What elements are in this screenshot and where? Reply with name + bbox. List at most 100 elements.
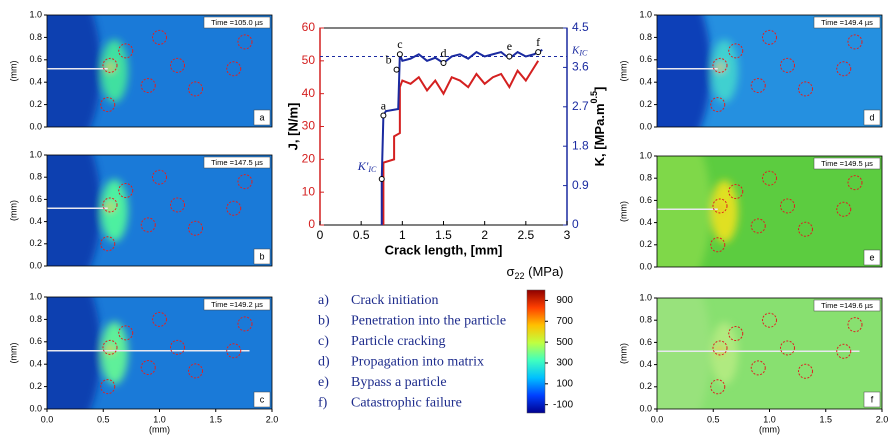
panel-letter-box [253,109,271,126]
y-axis-label: (mm) [8,61,18,82]
particle [188,220,203,236]
y2-tick-label: 3.6 [572,60,589,74]
y-axis-label: (mm) [8,343,18,364]
time-box [813,299,881,312]
field-blur [657,15,738,127]
particle [152,311,167,327]
field-blur [657,298,738,409]
field-hot [716,63,724,72]
colorbar-tick-label: 100 [556,378,573,389]
particle [836,61,852,77]
field-region [657,298,711,409]
annotation: K′IC [357,159,377,174]
y-tick-label: 0.8 [639,315,652,325]
contour-field [47,297,272,409]
y-tick-label: 1.0 [639,9,652,19]
field-hot [106,203,114,212]
panel-letter: c [260,394,265,404]
note-label: d) [318,355,330,370]
field-hot [716,204,724,213]
y-tick-label: 0.0 [639,403,652,413]
contour-field [657,156,882,267]
y-tick-label: 10 [302,184,316,198]
y-tick-label: 0.8 [639,32,652,42]
particle [100,379,116,395]
field-hot [106,63,114,72]
annotation-marker [440,60,447,67]
x-tick-label: 0.5 [353,228,370,242]
time-label: Time =149.4 µs [821,18,873,27]
particle [118,325,134,341]
x-tick-label: 1 [399,228,406,242]
time-box [203,156,271,169]
y-tick-label: 0.4 [29,216,42,226]
particle [118,43,134,59]
y-tick-label: 0.6 [639,54,652,64]
particle [100,236,116,252]
y-tick-label: 30 [302,119,316,133]
particle [762,312,777,328]
annotation-marker [380,112,387,119]
annotation-sub: IC [367,165,377,174]
x-axis-label: (mm) [149,424,170,434]
particle [780,198,795,214]
particle [237,174,253,190]
particle [728,184,744,200]
y-tick-label: 0.8 [639,173,652,183]
y2-label-tail: ] [592,87,607,91]
contour-field [47,15,272,127]
time-label: Time =147.5 µs [211,158,263,167]
y-tick-label: 0.4 [639,359,652,369]
x-tick-label: 1.5 [819,414,832,424]
y-tick-label: 1.0 [29,9,42,19]
y2-tick-label: 2.7 [572,99,589,113]
time-label: Time =105.0 µs [211,18,263,27]
field-region [101,179,128,242]
annotation-marker [535,49,542,56]
y-tick-label: 0.8 [29,314,42,324]
y-tick-label: 0.0 [29,260,42,270]
time-box [813,16,881,29]
panel-letter: e [869,252,874,262]
x-tick-label: 0.0 [41,414,54,424]
particle [188,363,203,379]
particle [226,61,242,77]
colorbar-tick-label: 500 [556,337,573,348]
y-tick-label: 0.6 [639,337,652,347]
particle [188,81,203,97]
field-region [47,15,101,127]
panel-letter: f [871,394,874,404]
panel-letter-box [253,248,271,265]
colorbar-title: σ22 (MPa) [506,264,563,281]
particle [712,57,728,73]
y-tick-label: 1.0 [639,150,652,160]
field-region [101,321,128,385]
y2-label-sup: 0.5 [589,91,599,104]
x-tick-label: 2.0 [266,414,279,424]
panel-letter-box [863,109,881,126]
y-tick-label: 0.0 [29,403,42,413]
y-tick-label: 0.0 [639,121,652,131]
field-region [47,297,101,409]
field-region [101,39,128,103]
y-tick-label: 0.4 [29,359,42,369]
particle [836,201,852,217]
note-label: c) [318,334,329,349]
field-region [711,180,738,243]
particle [780,57,795,73]
panel-letter-box [253,391,271,408]
y-tick-label: 0.6 [29,194,42,204]
particle [728,43,744,59]
colorbar-title-tail: (MPa) [525,264,564,279]
particle [847,175,863,191]
annotation-marker [506,53,513,60]
particle [118,183,134,199]
annotation-main: K′ [357,159,369,173]
particle [750,218,766,234]
frame [46,154,273,267]
panel-letter-box [863,249,881,266]
colorbar-tick-label: 300 [556,358,573,369]
series-line [380,49,543,225]
y-axis-label: (mm) [618,343,628,364]
